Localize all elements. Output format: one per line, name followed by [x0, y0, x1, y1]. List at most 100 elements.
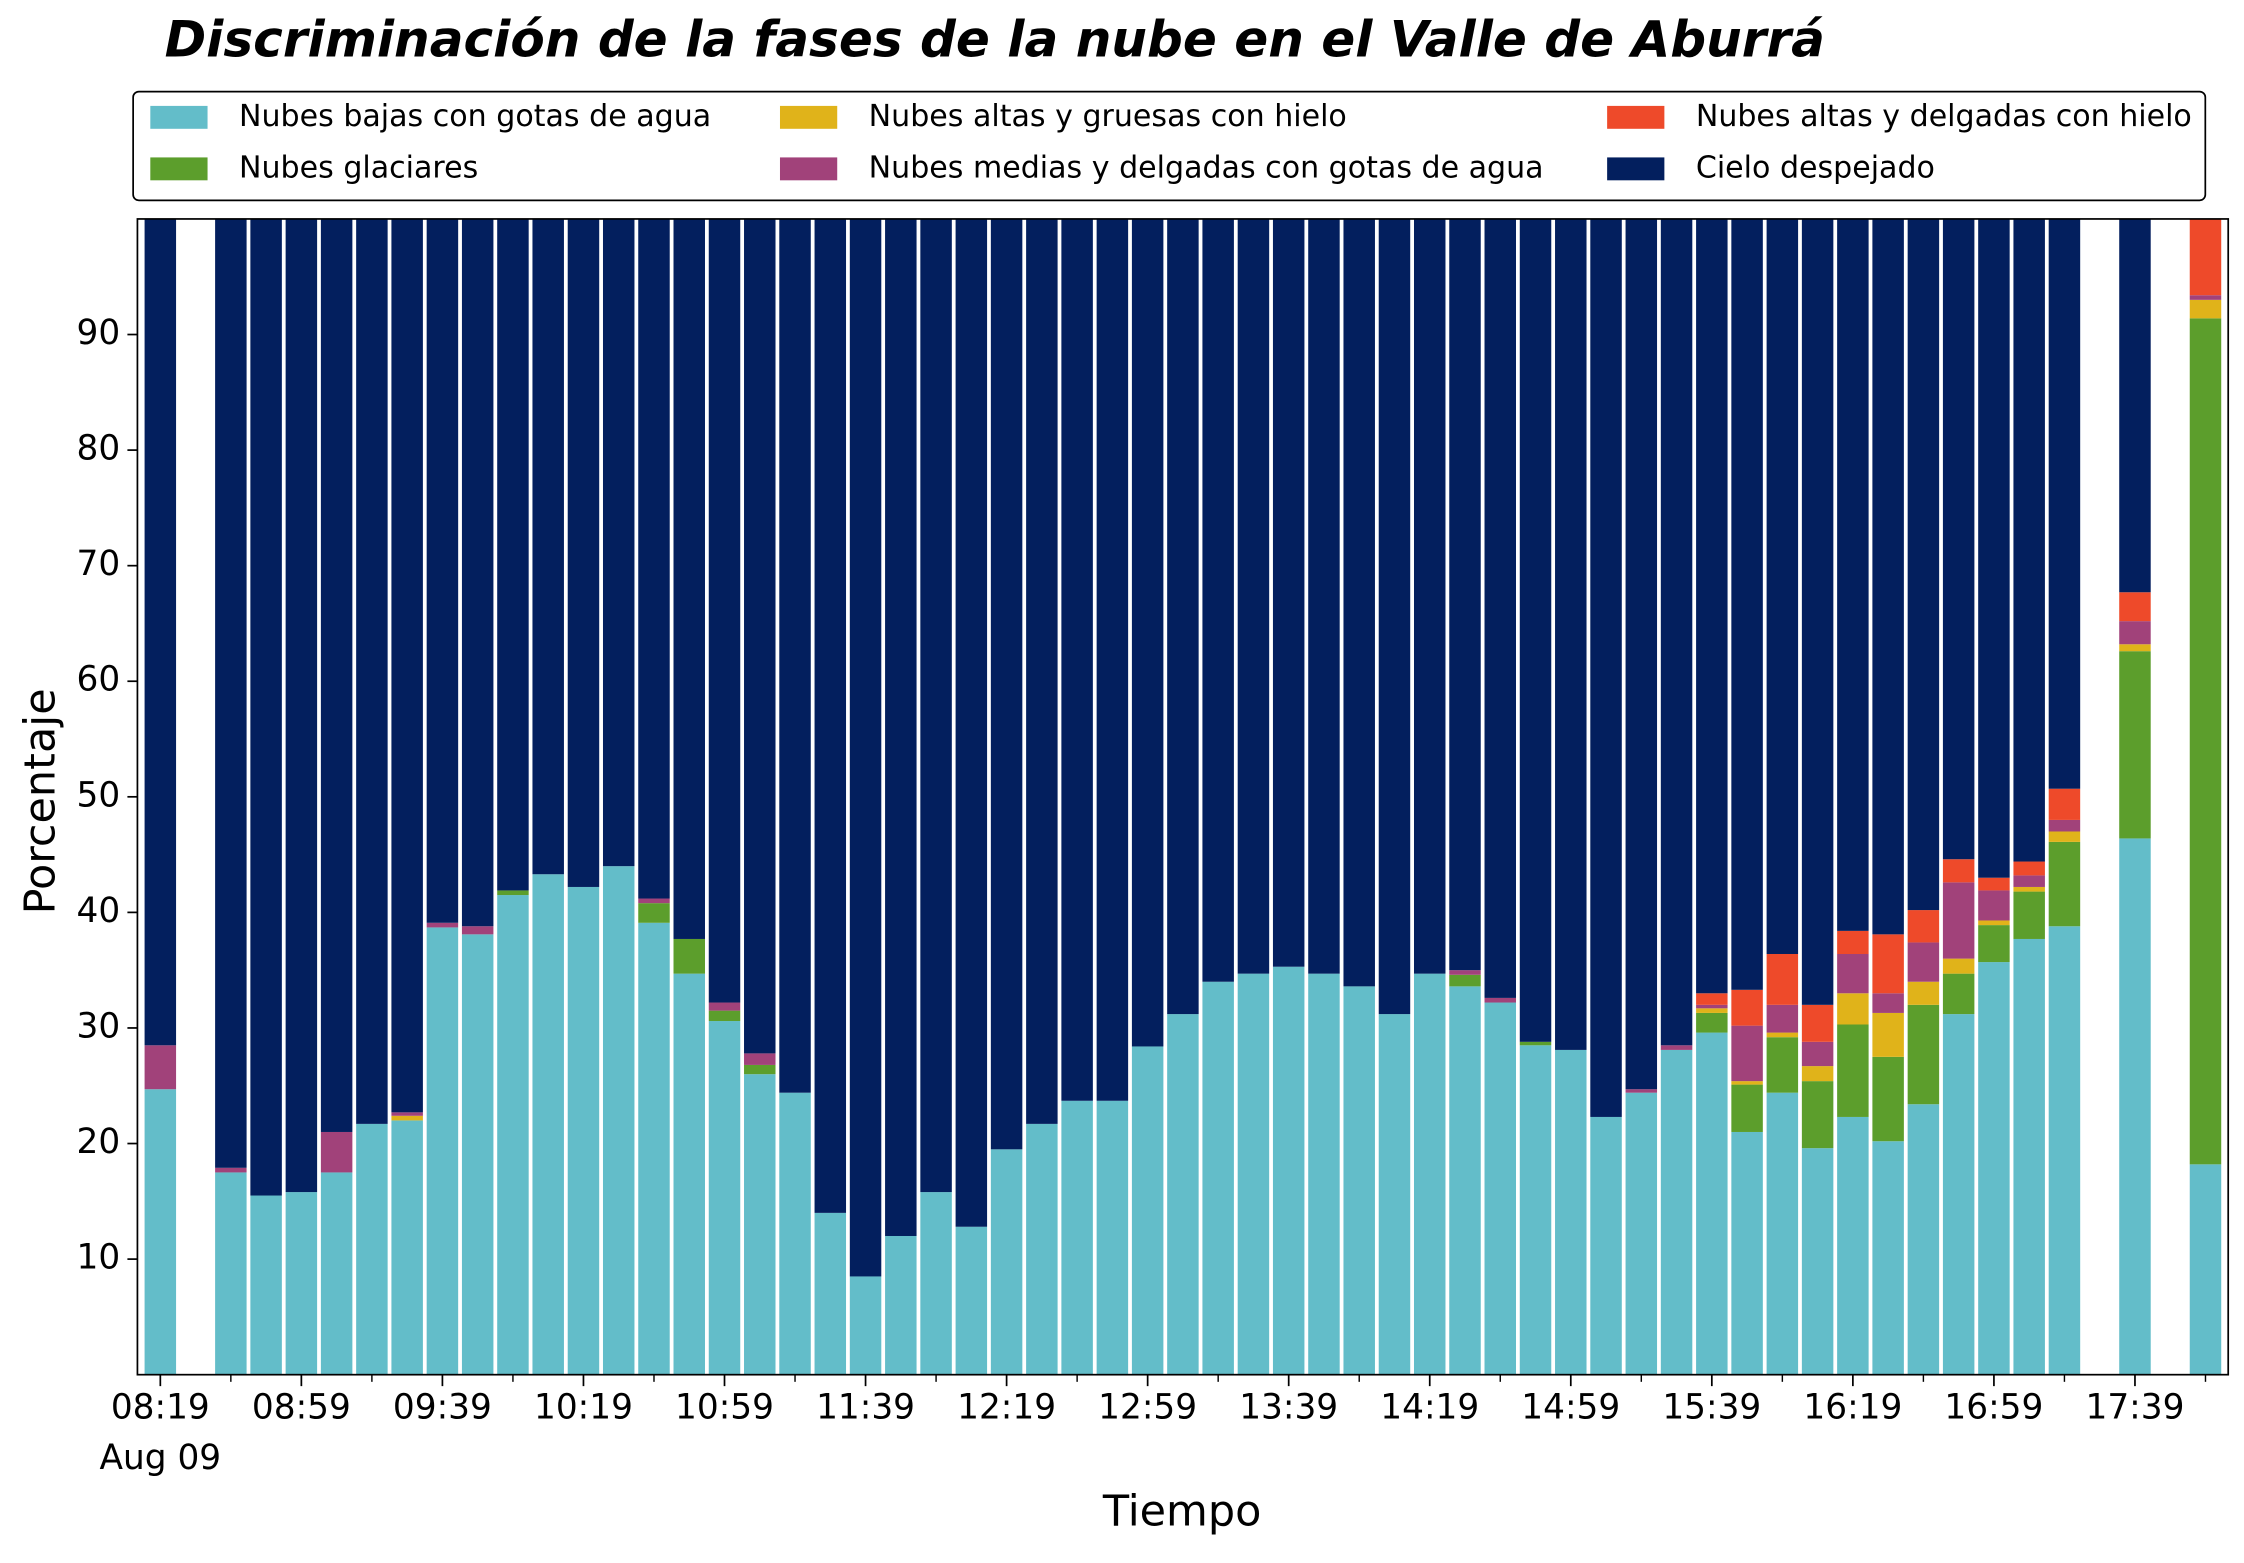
bar-segment — [1837, 993, 1869, 1025]
bar-segment — [1096, 218, 1129, 1101]
bar-segment — [1978, 925, 2010, 963]
bar-segment — [1167, 218, 1199, 1015]
bar-segment — [1378, 218, 1411, 1015]
bar-segment — [1872, 1056, 1904, 1142]
bar-segment — [1096, 1100, 1129, 1375]
bar-segment — [461, 218, 494, 927]
bar-segment — [1413, 973, 1446, 1375]
bar-segment — [1907, 910, 1940, 943]
bar-segment — [955, 218, 988, 1227]
x-tick-label: 11:39 — [816, 1388, 915, 1428]
bar-segment — [638, 903, 670, 923]
bar-segment — [673, 218, 705, 939]
bar-segment — [391, 218, 423, 1113]
bar-segment — [1343, 218, 1375, 987]
x-tick-label: 15:39 — [1662, 1388, 1761, 1428]
bar-segment — [1696, 1004, 1728, 1009]
bar-segment — [532, 218, 564, 875]
x-tick-label: 10:19 — [534, 1388, 633, 1428]
bar-segment — [638, 922, 670, 1375]
bar-segment — [2013, 886, 2045, 892]
bar-segment — [1731, 218, 1763, 990]
bar-segment — [885, 218, 917, 1236]
bar-segment — [1907, 942, 1940, 982]
bar-segment — [1449, 986, 1481, 1375]
bar-segment — [1942, 859, 1975, 883]
bar-segment — [1731, 989, 1763, 1026]
bar-segment — [1590, 218, 1622, 1117]
bar-segment — [2013, 218, 2045, 862]
bar-segment — [2189, 295, 2222, 300]
bar-segment — [814, 218, 847, 1213]
bar-segment — [1942, 218, 1975, 860]
bar-segment — [1237, 973, 1270, 1375]
bar-segment — [1731, 1081, 1763, 1085]
bar-segment — [1872, 1012, 1904, 1057]
bar-segment — [320, 1131, 353, 1173]
bar-segment — [2119, 644, 2151, 652]
bar-segment — [1660, 218, 1693, 1046]
bar-segment — [1026, 218, 1058, 1124]
bar-segment — [673, 938, 705, 974]
bar-segment — [1272, 966, 1305, 1375]
bar-segment — [497, 895, 529, 1375]
bar-segment — [2189, 1164, 2222, 1375]
bar-segment — [1978, 920, 2010, 926]
bar-segment — [1978, 890, 2010, 921]
bar-segment — [1484, 218, 1517, 998]
legend-swatch — [779, 157, 838, 181]
bar-segment — [1872, 1141, 1904, 1375]
bar-segment — [779, 1092, 811, 1375]
bar-segment — [2013, 938, 2045, 1375]
bar-segment — [2013, 891, 2045, 939]
legend-label: Nubes glaciares — [239, 150, 478, 185]
bar-segment — [2048, 926, 2081, 1375]
x-tick-label: 14:59 — [1521, 1388, 1620, 1428]
bar-segment — [638, 898, 670, 904]
bar-segment — [708, 1021, 741, 1375]
bar-segment — [1907, 1004, 1940, 1105]
bar-segment — [2119, 218, 2151, 593]
bar-segment — [1413, 218, 1446, 974]
bar-segment — [1872, 218, 1904, 935]
bar-segment — [285, 1192, 318, 1375]
bar-segment — [814, 1212, 847, 1375]
bar-segment — [849, 218, 882, 1277]
bar-segment — [1801, 218, 1834, 1005]
bar-segment — [1801, 1148, 1834, 1375]
legend-label: Nubes bajas con gotas de agua — [239, 99, 711, 134]
bar-segment — [426, 218, 459, 923]
x-tick-label: 16:19 — [1803, 1388, 1902, 1428]
bar-segment — [1696, 1032, 1728, 1375]
bar-segment — [1061, 1100, 1093, 1375]
bar-segment — [2119, 838, 2151, 1375]
bar-segment — [567, 886, 600, 1375]
bar-segment — [1766, 1037, 1799, 1093]
bar-segment — [461, 934, 494, 1375]
bar-segment — [497, 218, 529, 891]
bar-segment — [1766, 1004, 1799, 1033]
bar-segment — [1907, 1104, 1940, 1375]
bar-segment — [849, 1276, 882, 1375]
bar-segment — [990, 1149, 1023, 1375]
x-tick-label: 08:59 — [252, 1388, 351, 1428]
bar-segment — [1837, 930, 1869, 954]
bar-segment — [1837, 218, 1869, 931]
bar-segment — [990, 218, 1023, 1150]
bar-segment — [1449, 218, 1481, 971]
bar-segment — [1061, 218, 1093, 1101]
legend-swatch — [779, 105, 838, 129]
bar-segment — [1872, 993, 1904, 1013]
bar-segment — [1766, 1092, 1799, 1375]
bar-segment — [2013, 861, 2045, 876]
bar-segment — [1272, 218, 1305, 967]
bar-segment — [144, 1089, 177, 1375]
bar-segment — [1696, 1012, 1728, 1033]
bar-segment — [920, 1192, 952, 1375]
bar-segment — [779, 218, 811, 1093]
y-tick-label: 70 — [77, 544, 121, 584]
y-tick-label: 50 — [77, 775, 121, 815]
bar-segment — [1555, 218, 1587, 1050]
bar-segment — [1625, 1089, 1658, 1093]
bar-segment — [1167, 1014, 1199, 1375]
